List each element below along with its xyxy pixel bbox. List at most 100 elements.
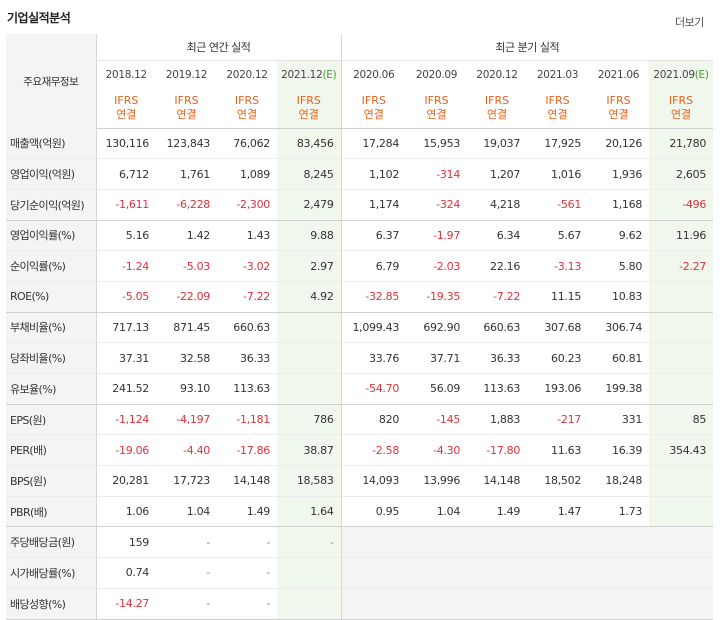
table-cell: -1,124: [96, 403, 156, 435]
accounting-basis: IFRS 연결: [340, 88, 407, 129]
table-cell: 4.92: [277, 280, 342, 313]
table-cell: -: [217, 587, 277, 620]
table-cell: 56.09: [406, 373, 468, 405]
table-cell: 19,037: [483, 137, 521, 151]
period-header: 2019.12: [156, 61, 217, 89]
table-cell: [588, 557, 650, 589]
table-cell: -32.85: [340, 280, 407, 313]
table-row: 유보율(%) 241.52 93.10 113.63 -54.70 56.09 113.63…: [6, 373, 714, 405]
table-cell: 123,843: [166, 137, 211, 151]
period-label: 2021.09: [653, 68, 695, 81]
table-cell: 331: [588, 403, 650, 435]
table-cell: 1,099.43: [340, 311, 407, 343]
table-cell: 5.67: [527, 219, 589, 251]
accounting-basis: IFRS 연결: [588, 88, 650, 129]
row-label: 영업이익(억원): [6, 158, 97, 190]
table-cell: [277, 373, 342, 405]
period-header: 2020.12: [467, 61, 527, 89]
table-cell: [277, 557, 342, 589]
period-label: 2020.12: [476, 68, 518, 81]
period-label: 2019.12: [165, 68, 208, 81]
row-label: 유보율(%): [6, 373, 97, 405]
table-cell: 38.87: [277, 434, 342, 466]
estimate-mark: (E): [322, 68, 337, 81]
accounting-basis: IFRS 연결: [467, 88, 528, 129]
table-cell: -22.09: [156, 280, 217, 313]
row-label: 순이익률(%): [6, 250, 97, 282]
table-cell: 83,456: [277, 128, 342, 159]
table-cell: -: [217, 557, 277, 589]
table-cell: 1,883: [467, 403, 528, 435]
accounting-standard: IFRS: [545, 94, 570, 107]
table-cell: -561: [527, 188, 589, 221]
accounting-scope: 연결: [670, 108, 692, 121]
accounting-basis: IFRS 연결: [406, 88, 468, 129]
table-cell: 1,168: [588, 188, 650, 221]
table-cell: 199.38: [588, 373, 650, 405]
table-cell: -: [156, 526, 217, 558]
table-cell: [649, 280, 714, 313]
table-cell: 5.16: [96, 219, 156, 251]
table-cell: 2,479: [277, 188, 342, 221]
table-cell: [649, 342, 714, 374]
more-link[interactable]: 더보기: [675, 16, 704, 29]
table-cell: 2,605: [649, 158, 714, 190]
table-cell: [467, 526, 528, 558]
table-cell: 1,936: [588, 158, 650, 190]
table-cell: 1.06: [96, 495, 156, 528]
table-cell: 18,502: [527, 465, 589, 497]
row-label: ROE(%): [6, 280, 97, 313]
period-header: 2021.09(E): [649, 60, 714, 88]
accounting-standard: IFRS: [234, 94, 260, 107]
table-cell: -145: [406, 403, 468, 435]
table-cell: [406, 526, 468, 558]
table-cell: -7.22: [467, 280, 528, 313]
table-cell: 660.63: [467, 311, 528, 343]
table-cell: [588, 587, 650, 620]
table-row: 당기순이익(억원) -1,611 -6,228 -2,300 2,479 1,174 -32…: [6, 188, 714, 221]
table-cell: [527, 557, 589, 589]
accounting-scope: 연결: [486, 108, 508, 121]
period-label: 2020.09: [415, 68, 458, 81]
table-cell: 8,245: [277, 158, 342, 190]
row-header-label: 주요재무정보: [6, 34, 97, 129]
table-cell: [649, 495, 714, 528]
accounting-scope: 연결: [363, 108, 384, 121]
table-cell: 1.04: [406, 495, 468, 528]
table-cell: 5.80: [588, 250, 650, 282]
table-cell: 37.31: [96, 342, 156, 374]
table-cell: [467, 557, 528, 589]
table-cell: 9.88: [277, 219, 342, 251]
table-cell: -14.27: [96, 587, 156, 620]
table-row: 영업이익(억원) 6,712 1,761 1,089 8,245 1,102 -314 1,2…: [6, 158, 714, 190]
table-cell: -: [277, 526, 342, 558]
table-cell: 1.73: [588, 495, 650, 528]
accounting-basis: IFRS 연결: [156, 88, 217, 129]
table-row: EPS(원) -1,124 -4,197 -1,181 786 820 -145 1,883-…: [6, 403, 714, 435]
table-row: PER(배) -19.06 -4.40 -17.86 38.87 -2.58 -4.30 -1…: [6, 434, 714, 466]
annual-group-header: 최근 연간 실적: [96, 34, 342, 61]
financial-table: 주요재무정보 최근 연간 실적 최근 분기 실적 2018.12 2019.12 2…: [6, 34, 714, 620]
accounting-basis: IFRS 연결: [96, 88, 156, 129]
table-cell: 1.49: [467, 495, 528, 528]
table-cell: -: [217, 526, 277, 558]
table-row: BPS(원) 20,281 17,723 14,148 18,583 14,093 13,9…: [6, 465, 714, 497]
table-cell: 306.74: [588, 311, 650, 343]
table-cell: 11.96: [649, 219, 714, 251]
accounting-basis: IFRS 연결: [277, 88, 342, 129]
table-cell: -17.86: [217, 434, 277, 466]
table-cell: 22.16: [467, 250, 528, 282]
accounting-scope: 연결: [176, 108, 197, 121]
section-title: 기업실적분석: [7, 11, 71, 25]
table-cell: -3.02: [217, 250, 277, 282]
table-cell: 85: [649, 403, 714, 435]
accounting-standard: IFRS: [174, 94, 199, 107]
table-cell: 60.81: [588, 342, 650, 374]
table-row: 매출액(억원) 130,116 123,843 76,062 83,456 17,284 1…: [6, 128, 714, 159]
table-cell: -314: [406, 158, 468, 190]
table-cell: 871.45: [156, 311, 217, 343]
table-cell: 9.62: [588, 219, 650, 251]
table-cell: -5.03: [156, 250, 217, 282]
table-cell: 1.64: [277, 495, 342, 528]
row-label: 당기순이익(억원): [6, 188, 97, 221]
